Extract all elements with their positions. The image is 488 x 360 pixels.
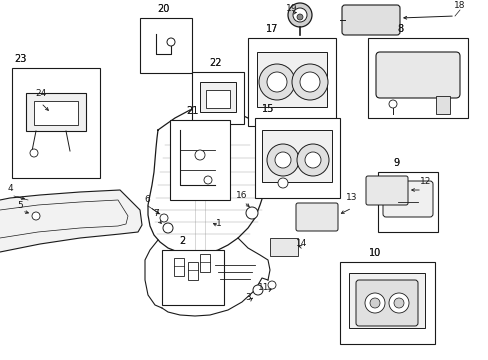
Text: 12: 12	[420, 177, 431, 186]
Bar	[200, 82, 236, 112]
Circle shape	[292, 8, 306, 22]
Text: 17: 17	[265, 24, 278, 34]
Text: 16: 16	[236, 191, 247, 200]
Circle shape	[296, 144, 328, 176]
Bar	[269, 238, 297, 256]
Bar	[262, 130, 331, 182]
FancyBboxPatch shape	[375, 52, 459, 98]
Text: 10: 10	[368, 248, 380, 258]
Bar	[435, 96, 449, 114]
Text: 3: 3	[244, 293, 250, 302]
Circle shape	[245, 207, 258, 219]
Text: 23: 23	[14, 54, 26, 64]
Text: 20: 20	[157, 4, 169, 14]
Text: 21: 21	[185, 106, 198, 116]
Circle shape	[259, 64, 294, 100]
Bar	[170, 120, 229, 200]
Text: 22: 22	[208, 58, 221, 68]
Text: 15: 15	[261, 104, 274, 114]
Text: 8: 8	[396, 24, 402, 34]
FancyBboxPatch shape	[341, 5, 399, 35]
Bar	[12, 68, 100, 178]
Circle shape	[160, 214, 168, 222]
Text: 23: 23	[14, 54, 26, 64]
Text: 7: 7	[153, 209, 159, 218]
Circle shape	[388, 100, 396, 108]
Circle shape	[32, 212, 40, 220]
Bar	[348, 273, 424, 328]
Bar	[26, 93, 86, 131]
FancyBboxPatch shape	[382, 181, 432, 217]
Text: 2: 2	[179, 236, 185, 246]
Text: 15: 15	[261, 104, 274, 114]
Circle shape	[163, 223, 173, 233]
Circle shape	[369, 298, 379, 308]
Bar	[140, 18, 192, 73]
Bar	[367, 38, 467, 118]
Text: 2: 2	[179, 236, 185, 246]
Bar	[174, 258, 183, 276]
Text: 8: 8	[396, 24, 402, 34]
Text: 1: 1	[216, 219, 222, 228]
Polygon shape	[0, 190, 142, 252]
Text: 20: 20	[157, 4, 169, 14]
Text: 13: 13	[346, 193, 357, 202]
Circle shape	[252, 285, 263, 295]
Bar	[247, 38, 335, 126]
Circle shape	[305, 152, 320, 168]
Circle shape	[203, 176, 212, 184]
Text: 21: 21	[185, 106, 198, 116]
Circle shape	[278, 178, 287, 188]
Bar	[200, 254, 209, 272]
Text: 6: 6	[144, 195, 149, 204]
Text: 9: 9	[392, 158, 398, 168]
Circle shape	[364, 293, 384, 313]
Bar	[257, 52, 326, 107]
Text: 22: 22	[208, 58, 221, 68]
Text: 5: 5	[17, 201, 23, 210]
Bar	[377, 172, 437, 232]
Bar	[205, 90, 229, 108]
Bar	[162, 250, 224, 305]
Circle shape	[287, 3, 311, 27]
Text: 18: 18	[453, 1, 465, 10]
Text: 17: 17	[265, 24, 278, 34]
FancyBboxPatch shape	[365, 176, 407, 205]
Text: 4: 4	[7, 184, 13, 193]
Circle shape	[195, 150, 204, 160]
FancyBboxPatch shape	[295, 203, 337, 231]
Text: 19: 19	[285, 4, 297, 13]
Text: 11: 11	[258, 283, 269, 292]
Bar	[34, 101, 78, 125]
Circle shape	[266, 72, 286, 92]
Circle shape	[296, 14, 303, 20]
Circle shape	[393, 298, 403, 308]
FancyBboxPatch shape	[355, 280, 417, 326]
Bar	[192, 72, 244, 124]
Circle shape	[388, 293, 408, 313]
Bar	[187, 262, 198, 280]
Bar	[254, 118, 339, 198]
Circle shape	[266, 144, 298, 176]
Circle shape	[267, 281, 275, 289]
Text: 14: 14	[296, 239, 307, 248]
Circle shape	[274, 152, 290, 168]
Circle shape	[291, 64, 327, 100]
Circle shape	[30, 149, 38, 157]
Text: 10: 10	[368, 248, 380, 258]
Text: 24: 24	[35, 89, 46, 98]
Circle shape	[299, 72, 319, 92]
Bar	[339, 262, 434, 344]
Text: 9: 9	[392, 158, 398, 168]
Circle shape	[167, 38, 175, 46]
